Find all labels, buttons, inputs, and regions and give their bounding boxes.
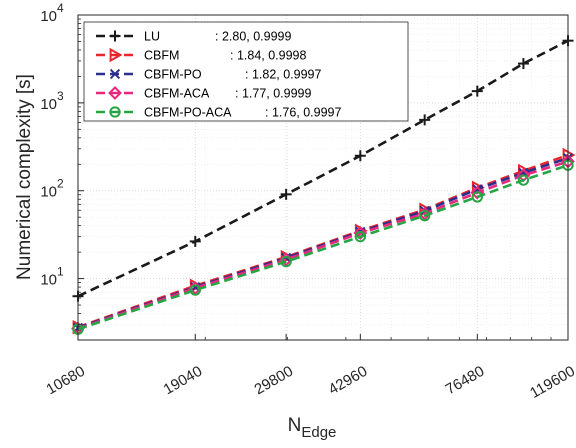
series-cbfm-po-aca: [72, 159, 574, 335]
data-point: [354, 150, 366, 162]
y-tick-label: 103: [40, 89, 64, 113]
legend-fit-values: : 2.80, 0.9999: [215, 30, 292, 44]
y-tick-label: 104: [40, 1, 64, 25]
x-tick-labels: 10680 19040 29800 42960 76480 119600: [43, 363, 576, 402]
data-point: [471, 85, 483, 97]
data-point: [471, 191, 483, 203]
y-axis-title: Numerical complexity [s]: [14, 74, 35, 280]
legend-marker: [109, 47, 123, 63]
data-point: [419, 210, 431, 222]
data-point: [280, 188, 292, 200]
legend-marker: [109, 30, 121, 42]
series-line: [77, 164, 569, 331]
legend-box: [83, 21, 409, 122]
data-point: [280, 255, 292, 268]
x-tick-label: 42960: [326, 363, 371, 399]
x-axis-title-subscript: Edge: [301, 424, 336, 441]
x-tick-label: 76480: [443, 363, 488, 399]
x-tick-label: 119600: [527, 363, 576, 402]
data-point: [517, 174, 530, 186]
legend-label: LU: [144, 30, 160, 44]
x-axis-title: NEdge: [288, 415, 337, 441]
legend-label: CBFM: [144, 49, 179, 63]
legend-fit-values: : 1.84, 0.9998: [230, 49, 307, 63]
legend-entry: CBFM-ACA : 1.77, 0.9999: [96, 86, 312, 101]
legend-marker: [109, 106, 121, 118]
legend-fit-values: : 1.77, 0.9999: [235, 87, 312, 101]
data-point: [354, 230, 366, 243]
x-tick-label: 29800: [252, 363, 297, 399]
legend-marker: [109, 68, 121, 80]
legend-label: CBFM-ACA: [144, 87, 210, 101]
x-axis-title-main: N: [288, 415, 302, 436]
series-line: [77, 160, 569, 330]
plot-frame: [77, 14, 569, 341]
legend-entry: CBFM-PO-ACA : 1.76, 0.9997: [96, 106, 342, 120]
legend-marker: [108, 86, 122, 100]
data-point: [189, 284, 201, 296]
ticks-layer: [77, 14, 569, 340]
y-tick-label: 102: [40, 177, 64, 201]
y-tick-labels: 101 102 103 104: [40, 1, 64, 289]
data-point: [189, 235, 201, 247]
legend-entry: LU : 2.80, 0.9999: [96, 30, 292, 44]
data-point: [517, 58, 529, 70]
legend-label: CBFM-PO: [144, 68, 202, 82]
x-tick-label: 10680: [43, 363, 88, 399]
legend-label: CBFM-PO-ACA: [144, 106, 232, 120]
data-point: [419, 114, 431, 126]
legend-fit-values: : 1.76, 0.9997: [265, 106, 342, 120]
data-point: [353, 226, 368, 240]
legend-entry: CBFM : 1.84, 0.9998: [96, 47, 307, 63]
y-tick-label: 101: [40, 265, 64, 289]
series-line: [77, 39, 569, 298]
legend-entry: CBFM-PO : 1.82, 0.9997: [96, 68, 322, 82]
legend-fit-values: : 1.82, 0.9997: [245, 68, 322, 82]
x-tick-label: 19040: [161, 363, 206, 399]
legend: LU : 2.80, 0.9999 CBFM : 1.84, 0.9998 CBFM-P…: [83, 21, 409, 122]
